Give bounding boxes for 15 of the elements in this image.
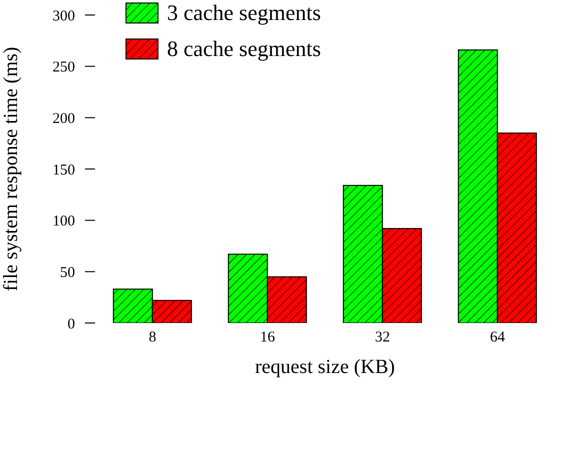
legend-label: 3 cache segments [167,0,321,26]
y-tick-label: 100 [52,214,75,230]
y-tick-label: 200 [52,110,75,127]
y-tick-label: 150 [52,162,75,178]
x-tick-label: 32 [375,330,390,346]
y-tick-label: 250 [52,60,75,76]
x-tick-label: 64 [490,330,506,346]
y-tick-label: 300 [52,8,75,24]
x-tick-label: 8 [148,330,156,346]
x-axis-title: request size (KB) [255,356,395,378]
legend-label: 8 cache segments [167,36,321,62]
y-axis-title: file system response time (ms) [0,46,22,292]
y-tick-label: 0 [68,316,75,332]
y-tick-label: 50 [60,264,75,281]
x-tick-label: 16 [260,330,276,346]
